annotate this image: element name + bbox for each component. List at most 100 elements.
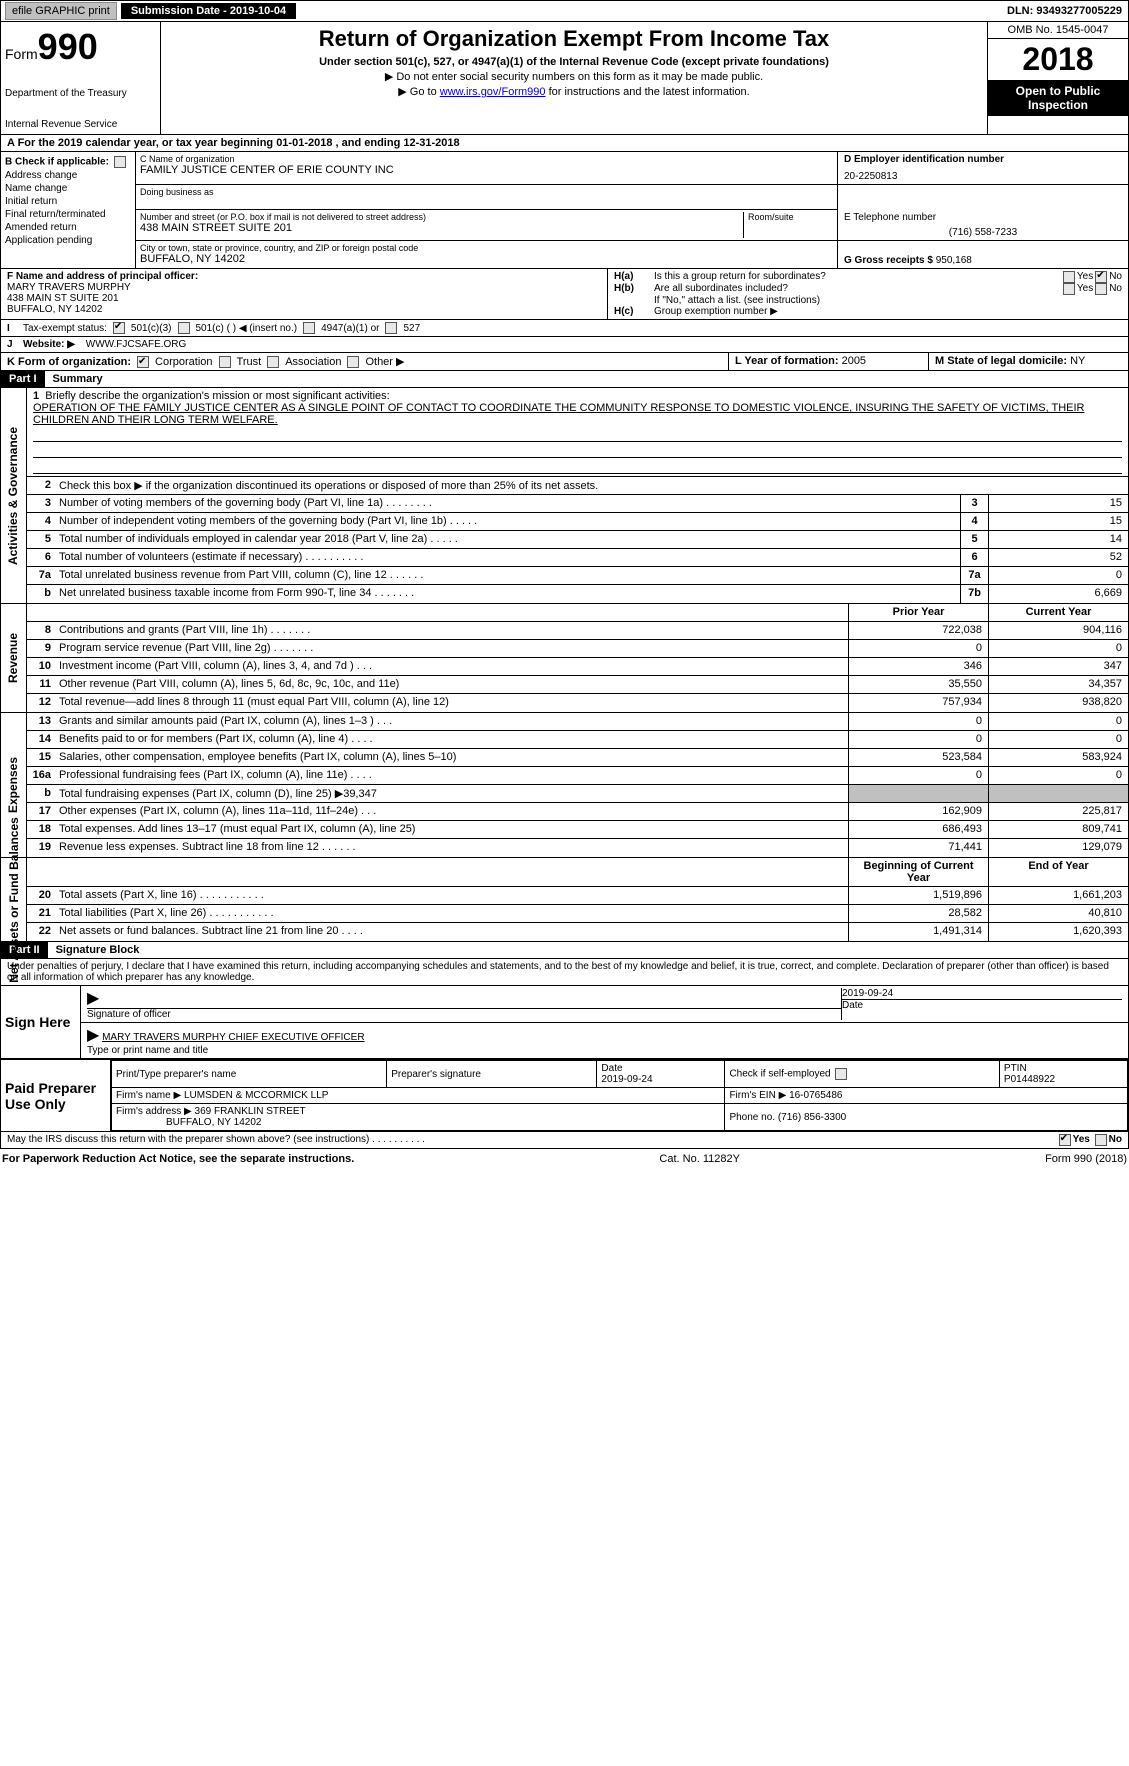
page-footer: For Paperwork Reduction Act Notice, see … <box>0 1149 1129 1169</box>
year-formation: 2005 <box>842 355 866 367</box>
line2-checkbox-text: Check this box ▶ if the organization dis… <box>55 477 1128 494</box>
cat-no: Cat. No. 11282Y <box>659 1153 740 1165</box>
cb-amended: Amended return <box>5 222 131 233</box>
open-inspection: Open to Public Inspection <box>988 80 1128 116</box>
firm-ein: 16-0765486 <box>789 1090 842 1101</box>
e-phone-label: E Telephone number <box>844 212 1122 223</box>
form-prefix: Form <box>5 46 38 62</box>
form-title: Return of Organization Exempt From Incom… <box>165 26 983 52</box>
h-c-text: Group exemption number ▶ <box>654 306 778 317</box>
city-value: BUFFALO, NY 14202 <box>140 253 833 265</box>
table-row: 9Program service revenue (Part VIII, lin… <box>27 640 1128 658</box>
prior-year-hdr: Prior Year <box>848 604 988 621</box>
f-officer-addr2: BUFFALO, NY 14202 <box>7 304 601 315</box>
dept-treasury: Department of the Treasury <box>5 88 156 99</box>
f-officer-addr1: 438 MAIN ST SUITE 201 <box>7 293 601 304</box>
table-row: 21Total liabilities (Part X, line 26) . … <box>27 905 1128 923</box>
form-subtitle: Under section 501(c), 527, or 4947(a)(1)… <box>165 56 983 68</box>
submission-date: Submission Date - 2019-10-04 <box>121 3 296 19</box>
gov-row: bNet unrelated business taxable income f… <box>27 585 1128 603</box>
part-i-header: Part I <box>1 371 45 387</box>
gov-row: 5Total number of individuals employed in… <box>27 531 1128 549</box>
firm-addr1: 369 FRANKLIN STREET <box>195 1106 306 1117</box>
vtab-revenue: Revenue <box>1 604 27 712</box>
h-b-text: Are all subordinates included? <box>654 283 1061 295</box>
i-501c3[interactable] <box>113 322 125 334</box>
table-row: 15Salaries, other compensation, employee… <box>27 749 1128 767</box>
firm-phone: (716) 856-3300 <box>778 1112 846 1123</box>
gov-row: 4Number of independent voting members of… <box>27 513 1128 531</box>
checkbox-applicable[interactable] <box>114 156 126 168</box>
irs-label: Internal Revenue Service <box>5 119 156 130</box>
sign-date: 2019-09-24 <box>842 988 1122 999</box>
city-label: City or town, state or province, country… <box>140 243 833 253</box>
dln-label: DLN: 93493277005229 <box>1001 3 1128 19</box>
ssn-note: ▶ Do not enter social security numbers o… <box>165 70 983 83</box>
gov-row: 3Number of voting members of the governi… <box>27 495 1128 513</box>
paid-preparer-table: Print/Type preparer's name Preparer's si… <box>111 1060 1128 1131</box>
cb-final-return: Final return/terminated <box>5 209 131 220</box>
tax-year: 2018 <box>988 39 1128 80</box>
table-row: 16aProfessional fundraising fees (Part I… <box>27 767 1128 785</box>
table-row: bTotal fundraising expenses (Part IX, co… <box>27 785 1128 803</box>
hb-no[interactable] <box>1095 283 1107 295</box>
paid-preparer-label: Paid Preparer Use Only <box>1 1060 111 1131</box>
form-header: Form990 Department of the Treasury Inter… <box>0 22 1129 135</box>
sig-officer-label: Signature of officer <box>87 1008 841 1020</box>
column-b-checkboxes: B Check if applicable: Address change Na… <box>1 152 136 268</box>
self-employed-checkbox[interactable] <box>835 1068 847 1080</box>
table-row: 14Benefits paid to or for members (Part … <box>27 731 1128 749</box>
mission-label: Briefly describe the organization's miss… <box>45 390 389 402</box>
paperwork-notice: For Paperwork Reduction Act Notice, see … <box>2 1153 354 1165</box>
discuss-question: May the IRS discuss this return with the… <box>7 1134 1057 1146</box>
i-4947[interactable] <box>303 322 315 334</box>
dba-label: Doing business as <box>140 187 833 197</box>
vtab-governance: Activities & Governance <box>1 388 27 603</box>
d-ein-value: 20-2250813 <box>844 171 1122 182</box>
i-501c[interactable] <box>178 322 190 334</box>
state-domicile: NY <box>1070 355 1085 367</box>
table-row: 18Total expenses. Add lines 13–17 (must … <box>27 821 1128 839</box>
k-trust[interactable] <box>219 356 231 368</box>
current-year-hdr: Current Year <box>988 604 1128 621</box>
part-i-title: Summary <box>45 371 111 387</box>
cb-address-change: Address change <box>5 170 131 181</box>
table-row: 20Total assets (Part X, line 16) . . . .… <box>27 887 1128 905</box>
i-label: Tax-exempt status: <box>23 323 107 334</box>
gov-row: 6Total number of volunteers (estimate if… <box>27 549 1128 567</box>
efile-button[interactable]: efile GRAPHIC print <box>5 2 117 20</box>
topbar: efile GRAPHIC print Submission Date - 20… <box>0 0 1129 22</box>
end-year-hdr: End of Year <box>988 858 1128 886</box>
table-row: 17Other expenses (Part IX, column (A), l… <box>27 803 1128 821</box>
cb-name-change: Name change <box>5 183 131 194</box>
date-label: Date <box>842 999 1122 1011</box>
k-other[interactable] <box>347 356 359 368</box>
goto-note: ▶ Go to www.irs.gov/Form990 for instruct… <box>165 85 983 98</box>
d-ein-label: D Employer identification number <box>844 154 1122 165</box>
e-phone-value: (716) 558-7233 <box>844 227 1122 238</box>
hb-yes[interactable] <box>1063 283 1075 295</box>
ha-no[interactable] <box>1095 271 1107 283</box>
website-value: WWW.FJCSAFE.ORG <box>86 339 187 350</box>
irs-link[interactable]: www.irs.gov/Form990 <box>440 86 546 98</box>
k-label: K Form of organization: <box>7 356 131 368</box>
k-corp[interactable] <box>137 356 149 368</box>
form-number: 990 <box>38 26 98 67</box>
mission-text: OPERATION OF THE FAMILY JUSTICE CENTER A… <box>33 402 1084 426</box>
officer-name: MARY TRAVERS MURPHY CHIEF EXECUTIVE OFFI… <box>102 1032 364 1043</box>
k-assoc[interactable] <box>267 356 279 368</box>
vtab-net-assets: Net Assets or Fund Balances <box>1 858 27 941</box>
f-officer-name: MARY TRAVERS MURPHY <box>7 282 601 293</box>
h-a-text: Is this a group return for subordinates? <box>654 271 1061 283</box>
table-row: 10Investment income (Part VIII, column (… <box>27 658 1128 676</box>
perjury-statement: Under penalties of perjury, I declare th… <box>0 959 1129 986</box>
ha-yes[interactable] <box>1063 271 1075 283</box>
room-label: Room/suite <box>748 212 833 222</box>
ptin-value: P01448922 <box>1004 1074 1055 1085</box>
i-527[interactable] <box>385 322 397 334</box>
discuss-no[interactable] <box>1095 1134 1107 1146</box>
street-value: 438 MAIN STREET SUITE 201 <box>140 222 743 234</box>
j-label: Website: ▶ <box>23 339 75 350</box>
table-row: 22Net assets or fund balances. Subtract … <box>27 923 1128 941</box>
discuss-yes[interactable] <box>1059 1134 1071 1146</box>
